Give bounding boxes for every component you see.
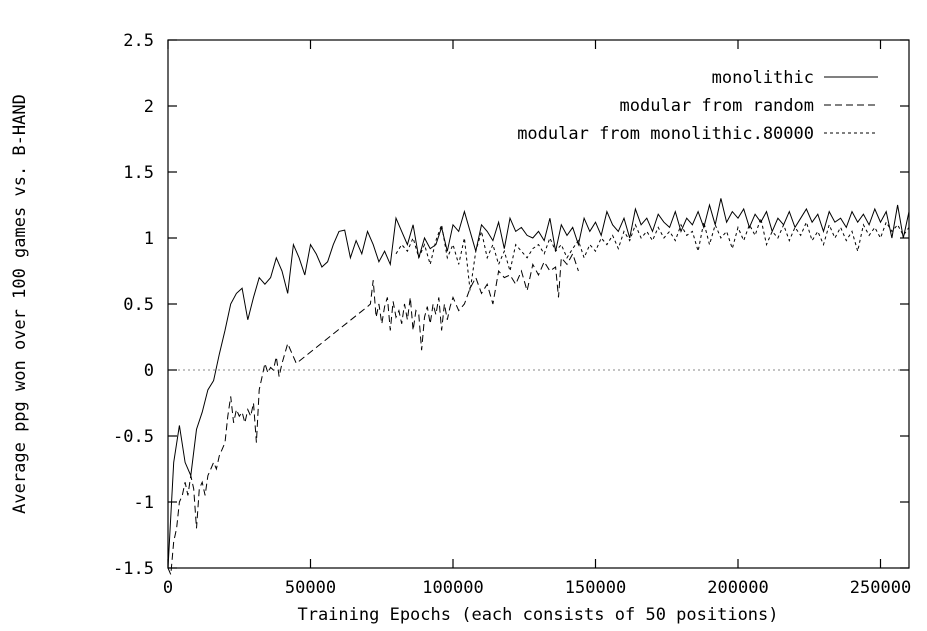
x-tick-label: 0 [163,578,173,598]
y-tick-label: -1 [134,493,154,513]
x-axis-label: Training Epochs (each consists of 50 pos… [297,605,778,625]
y-tick-label: 0 [144,361,154,381]
x-tick-label: 150000 [565,578,626,598]
x-tick-label: 50000 [285,578,336,598]
x-tick-label: 250000 [850,578,911,598]
legend-label: monolithic [712,68,814,88]
series-line-2 [167,252,579,575]
legend-label: modular from random [620,96,814,116]
legend: monolithic modular from random modular fro… [517,68,878,144]
series-line-1 [167,198,910,569]
plot-frame [167,39,910,569]
y-tick-label: -0.5 [113,427,154,447]
y-tick-label: 1 [144,229,154,249]
y-tick-label: 2 [144,97,154,117]
series-line-3 [395,216,910,291]
y-tick-label: 0.5 [123,295,154,315]
x-tick-label: 100000 [422,578,483,598]
y-tick-label: 2.5 [123,31,154,51]
y-tick-label: -1.5 [113,559,154,579]
x-tick-label: 200000 [707,578,768,598]
legend-label: modular from monolithic.80000 [517,124,814,144]
y-axis-label: Average ppg won over 100 games vs. B-HAN… [10,94,30,514]
y-tick-label: 1.5 [123,163,154,183]
